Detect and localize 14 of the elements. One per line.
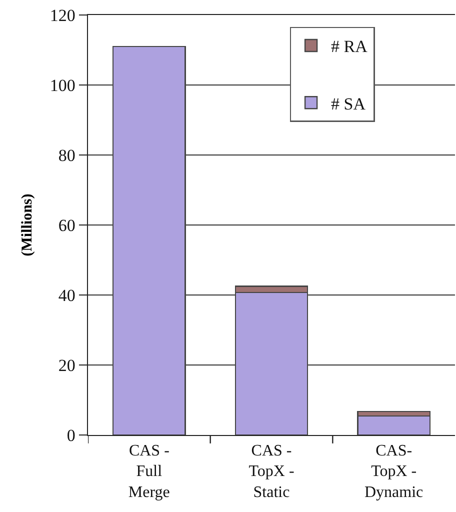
y-tick-label: 20 (58, 356, 76, 375)
y-tick-label: 40 (58, 286, 76, 305)
y-tick-label: 120 (50, 6, 76, 25)
y-tick-label: 100 (50, 76, 76, 95)
x-tick-label: CAS- TopX - Dynamic (364, 442, 424, 501)
y-tick-label: 60 (58, 216, 76, 235)
y-tick-label: 0 (66, 426, 76, 445)
y-axis-title: (Millions) (19, 194, 36, 256)
x-tick-label: CAS - TopX - Static (248, 442, 294, 501)
x-tick-label: CAS - Full Merge (128, 442, 170, 501)
y-tick-label: 80 (58, 146, 76, 165)
legend-label: # SA (331, 94, 366, 114)
bar (112, 46, 186, 435)
legend-label: # RA (331, 37, 368, 56)
